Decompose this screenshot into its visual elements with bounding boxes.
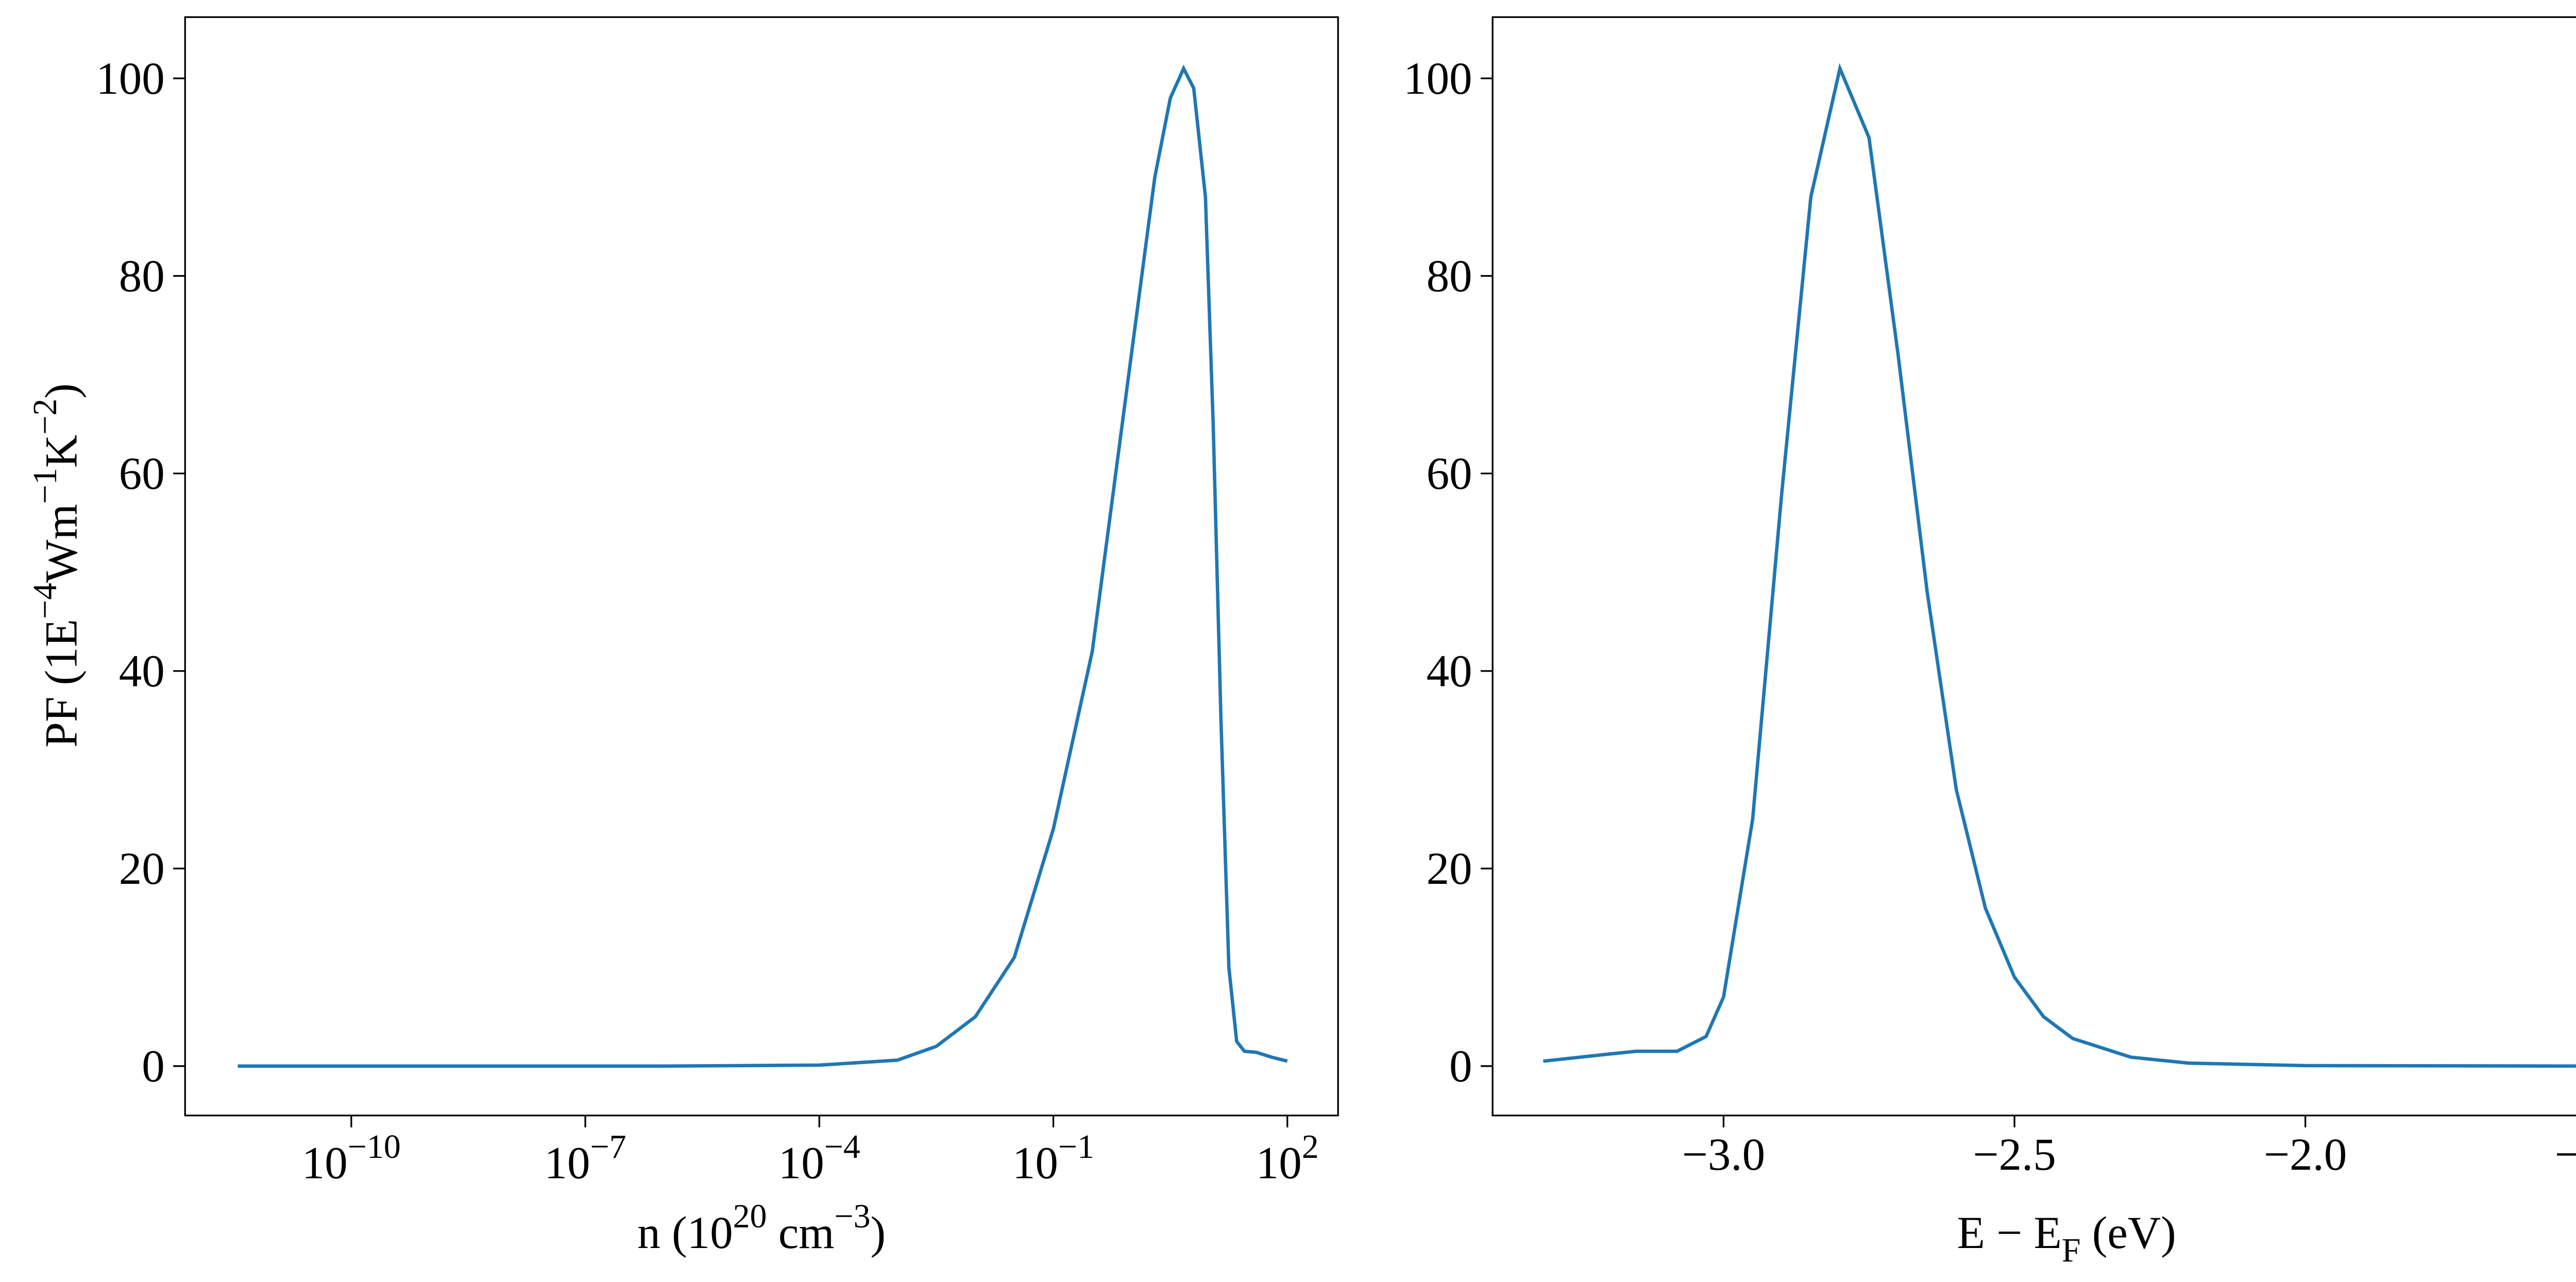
x-tick-label: 10−4	[778, 1128, 860, 1189]
y-tick-label: 60	[119, 449, 165, 499]
x-tick-label-part: −4	[824, 1128, 860, 1166]
x-tick-label-part: 10	[778, 1138, 824, 1189]
x-tick-label: −1.5	[2555, 1130, 2576, 1180]
y-axis-label-part: K	[36, 435, 87, 468]
x-tick-label-part: −7	[590, 1128, 626, 1166]
x-tick-label: 10−10	[302, 1128, 401, 1189]
x-tick-label: −3.0	[1682, 1130, 1765, 1180]
x-axis-label: n (1020 cm−3)	[637, 1198, 886, 1258]
data-line	[1543, 63, 2576, 1068]
x-tick-label-part: −10	[348, 1128, 401, 1166]
plot-frame	[1492, 16, 2576, 1117]
x-tick-label-part: −1	[1058, 1128, 1094, 1166]
x-tick-label: −2.0	[2264, 1130, 2347, 1180]
y-axis-label-part: PF (1E	[36, 619, 87, 748]
x-axis-label-part: 20	[733, 1198, 767, 1235]
y-tick-label: 40	[119, 646, 165, 696]
x-tick-label: 10−1	[1012, 1128, 1094, 1189]
y-tick-label: 60	[1427, 449, 1472, 499]
y-tick-label: 100	[96, 54, 164, 104]
x-axis-label-part: )	[871, 1208, 886, 1258]
x-tick-label-part: 10	[545, 1138, 590, 1189]
x-axis-label-part: −3	[834, 1198, 870, 1235]
x-axis-label-part: n (10	[637, 1208, 733, 1258]
y-tick-label: 80	[1427, 251, 1472, 301]
y-tick-label: 80	[119, 251, 165, 301]
y-tick-label: 20	[119, 844, 165, 894]
y-axis-label-part: Wm	[36, 504, 87, 583]
x-tick-label-part: 10	[302, 1138, 348, 1189]
y-axis-label-part: −1	[26, 468, 64, 504]
x-tick-label-part: 2	[1302, 1128, 1319, 1166]
y-axis-label-part: )	[36, 383, 87, 399]
y-tick-label: 0	[1449, 1041, 1472, 1091]
y-tick-label: 100	[1403, 54, 1472, 104]
x-axis-label-part: E − E	[1957, 1208, 2061, 1258]
x-axis-label-part: (eV)	[2081, 1208, 2176, 1258]
y-tick-label: 20	[1427, 844, 1472, 894]
y-tick-label: 0	[142, 1041, 164, 1091]
x-axis-label-part: cm	[767, 1208, 834, 1258]
x-axis-label: E − EF (eV)	[1957, 1208, 2176, 1269]
x-tick-label-part: 10	[1256, 1138, 1302, 1189]
x-tick-label: 102	[1256, 1128, 1319, 1189]
x-tick-label: 10−7	[545, 1128, 626, 1189]
x-axis-label-part: F	[2062, 1232, 2081, 1269]
y-axis-label: PF (1E−4Wm−1K−2)	[26, 383, 87, 747]
data-line	[238, 64, 1288, 1068]
y-axis-label-part: −2	[26, 399, 64, 435]
y-tick-label: 40	[1427, 646, 1472, 696]
y-axis-label-part: −4	[26, 583, 64, 619]
plot-frame	[184, 16, 1339, 1117]
x-tick-label-part: 10	[1012, 1138, 1058, 1189]
x-tick-label: −2.5	[1973, 1130, 2056, 1180]
